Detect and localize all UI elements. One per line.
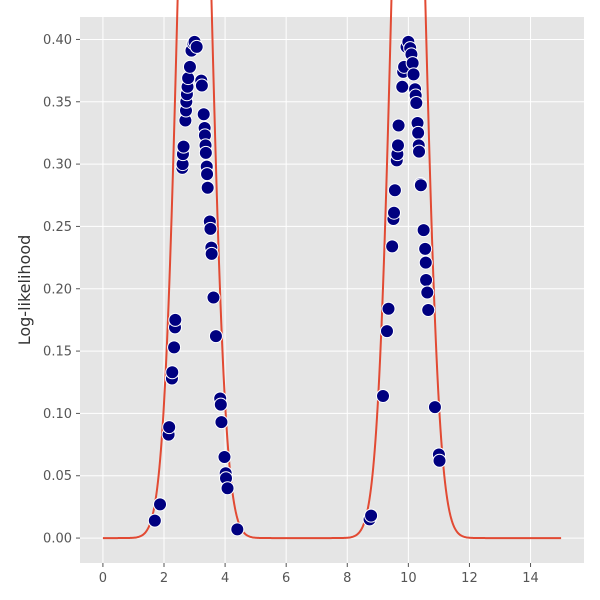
data-point	[409, 96, 424, 111]
data-point	[381, 301, 396, 316]
y-tick-label: 0.05	[43, 469, 72, 484]
y-axis: 0.00 0.05 0.10 0.15 0.20 0.25 0.30 0.35 0.40	[43, 33, 80, 547]
data-point	[419, 273, 434, 288]
data-point	[176, 139, 191, 154]
data-point	[385, 239, 400, 254]
data-point	[208, 329, 223, 344]
data-point	[168, 312, 183, 327]
y-tick-label: 0.00	[43, 532, 72, 547]
data-point	[387, 183, 402, 198]
data-point	[206, 290, 221, 305]
data-point	[412, 144, 427, 159]
x-tick-label: 4	[221, 571, 229, 586]
data-point	[420, 285, 435, 300]
y-tick-label: 0.20	[43, 282, 72, 297]
data-point	[406, 67, 421, 82]
y-tick-label: 0.15	[43, 345, 72, 360]
data-point	[390, 138, 405, 153]
x-tick-label: 8	[343, 571, 351, 586]
data-point	[217, 450, 232, 465]
y-tick-label: 0.25	[43, 220, 72, 235]
data-point	[395, 79, 410, 94]
x-tick-label: 12	[461, 571, 478, 586]
data-point	[376, 388, 391, 403]
data-point	[200, 167, 215, 182]
data-point	[204, 246, 219, 261]
x-axis: 0 2 4 6 8 10 12 14	[99, 563, 539, 586]
data-point	[182, 59, 197, 74]
y-axis-label: Log-likelihood	[15, 235, 34, 346]
y-tick-label: 0.35	[43, 95, 72, 110]
data-point	[162, 420, 177, 435]
data-point	[196, 107, 211, 122]
data-point	[189, 39, 204, 54]
data-point	[379, 324, 394, 339]
data-point	[200, 180, 215, 195]
data-point	[427, 400, 442, 415]
data-point	[387, 205, 402, 220]
x-tick-label: 2	[160, 571, 168, 586]
data-point	[230, 522, 245, 537]
data-point	[153, 497, 168, 512]
data-point	[418, 255, 433, 270]
data-point	[167, 340, 182, 355]
data-point	[147, 513, 162, 528]
data-point	[194, 78, 209, 93]
y-tick-label: 0.40	[43, 33, 72, 48]
data-point	[165, 365, 180, 380]
data-point	[391, 118, 406, 133]
x-tick-label: 0	[99, 571, 107, 586]
data-point	[413, 178, 428, 193]
data-point	[198, 145, 213, 160]
data-point	[364, 508, 379, 523]
data-point	[418, 241, 433, 256]
y-tick-label: 0.30	[43, 158, 72, 173]
plot-background	[80, 17, 584, 563]
x-tick-label: 14	[522, 571, 539, 586]
scatter-points	[147, 34, 447, 537]
x-tick-label: 10	[400, 571, 417, 586]
data-point	[432, 453, 447, 468]
y-tick-label: 0.10	[43, 407, 72, 422]
x-tick-label: 6	[282, 571, 290, 586]
density-curve	[102, 0, 562, 540]
data-point	[421, 302, 436, 317]
data-point	[220, 481, 235, 496]
data-point	[416, 223, 431, 238]
data-point	[214, 415, 229, 430]
data-point	[411, 125, 426, 140]
data-point	[203, 221, 218, 236]
data-point	[213, 397, 228, 412]
